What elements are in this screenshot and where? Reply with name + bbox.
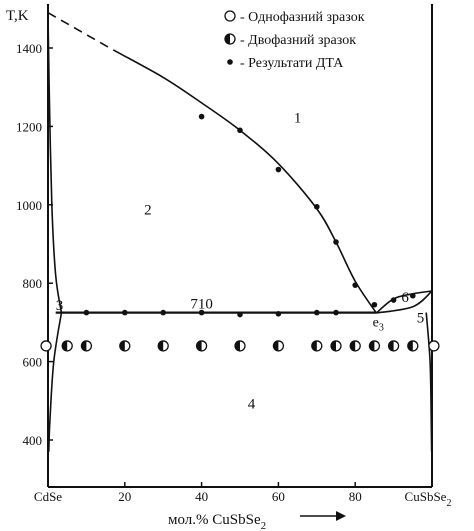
data-point-half-circle (387, 340, 400, 352)
x-tick-label: 40 (195, 489, 208, 504)
x-end-label-right-subscript: 2 (446, 498, 451, 509)
region-labels: 1 2 3 4 56 710 e3 (56, 110, 424, 412)
x-axis-title-subscript: 2 (261, 520, 267, 531)
data-point-filled-dot (275, 166, 282, 173)
region-label: 5 (417, 310, 425, 326)
data-point-half-circle (407, 340, 419, 352)
y-tick-label: 600 (23, 355, 43, 370)
liquidus-extrapolated (47, 12, 114, 51)
region-label: 2 (144, 203, 152, 219)
region-label: 6 (401, 290, 409, 306)
x-tick-label: 60 (272, 489, 285, 504)
data-point-open-circle (428, 340, 440, 352)
y-tick-label: 1000 (16, 198, 42, 213)
y-tick-label: 1200 (16, 119, 42, 134)
data-point-filled-dot (314, 203, 320, 210)
data-point-half-circle (368, 340, 381, 352)
liquidus-left (112, 49, 377, 314)
annotation-subscript: 3 (379, 322, 384, 333)
x-end-label-right: CuSbSe2 (405, 489, 452, 509)
region-label: e3 (373, 315, 384, 333)
data-point-half-circle (61, 340, 73, 352)
solvus-right (425, 312, 433, 452)
data-point-half-circle (119, 340, 131, 352)
data-point-half-circle (349, 340, 361, 352)
legend-marker-half-circle (224, 33, 236, 45)
data-point-filled-dot (160, 309, 166, 316)
y-tick-label: 400 (23, 433, 43, 448)
y-tick-label: 1400 (16, 41, 42, 56)
plot-frame (47, 4, 433, 488)
data-point-filled-dot (122, 309, 128, 316)
liquidus-right (375, 290, 433, 314)
solidus-right (376, 290, 433, 314)
legend-label: - Однофазний зразок (240, 10, 365, 25)
x-axis-title: мол.% CuSbSe2 (168, 512, 266, 531)
data-point-filled-dot (371, 301, 378, 308)
data-point-filled-dot (333, 239, 339, 245)
region-label: 710 (190, 297, 213, 313)
data-point-half-circle (272, 340, 285, 352)
legend-label: - Результати ДТА (240, 56, 344, 71)
data-point-half-circle (157, 340, 169, 352)
data-point-filled-dot (237, 127, 243, 134)
y-axis-title: T,K (6, 8, 29, 24)
data-point-open-circle (40, 340, 52, 352)
region-label: 4 (248, 397, 256, 413)
axis-titles: T,K мол.% CuSbSe2 (6, 8, 346, 531)
x-tick-label: 80 (349, 489, 362, 504)
data-point-filled-dot (352, 282, 359, 288)
data-point-filled-dot (390, 297, 397, 303)
solidus-left (47, 14, 63, 313)
data-point-half-circle (234, 340, 246, 352)
data-point-filled-dot (275, 310, 282, 317)
data-point-half-circle (195, 340, 208, 352)
data-point-filled-dot (198, 113, 205, 120)
legend-marker-filled-dot (227, 59, 233, 65)
data-point-filled-dot (237, 311, 243, 318)
x-end-label-left: CdSe (34, 489, 62, 504)
legend: - Однофазний зразок - Двофазний зразок - Р… (224, 10, 365, 71)
data-point-filled-dot (83, 309, 90, 316)
phase-boundary-lines (47, 12, 433, 452)
data-point-filled-dot (198, 309, 205, 316)
axis-ticks: 400 600 800 1000 1200 1400 20 40 60 80 CdSe CuSbSe2 (16, 41, 451, 509)
legend-label: - Двофазний зразок (240, 33, 356, 48)
solvus-left (47, 312, 63, 452)
data-point-half-circle (80, 340, 93, 352)
y-tick-label: 800 (23, 276, 43, 291)
legend-marker-open-circle (224, 10, 236, 22)
data-point-half-circle (311, 340, 323, 352)
region-label: 1 (294, 110, 302, 126)
x-tick-label: 20 (118, 489, 131, 504)
x-axis-arrow-head (336, 511, 346, 521)
data-points (40, 113, 440, 352)
data-point-filled-dot (410, 292, 416, 299)
region-label: 3 (56, 298, 64, 314)
data-point-filled-dot (333, 309, 339, 316)
data-point-filled-dot (314, 309, 320, 316)
data-point-half-circle (330, 340, 342, 352)
